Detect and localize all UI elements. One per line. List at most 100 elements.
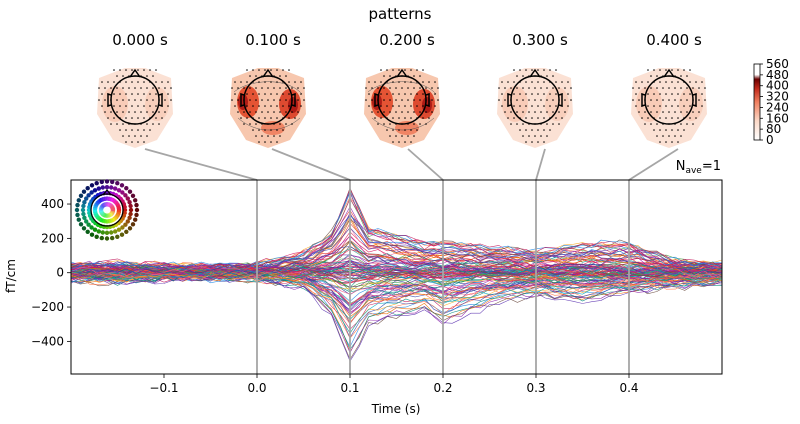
sensor-dot <box>267 99 269 101</box>
sensor-dot <box>701 81 703 83</box>
sensor-dot <box>371 111 373 113</box>
sensor-dot <box>134 135 136 137</box>
sensor-dot <box>680 135 682 137</box>
sensor-dot <box>537 105 539 107</box>
legend-sensor-dot <box>100 185 106 190</box>
sensor-dot <box>677 117 679 119</box>
sensor-dot <box>167 105 169 107</box>
legend-sensor-dot <box>86 193 91 198</box>
sensor-dot <box>558 111 560 113</box>
sensor-dot <box>677 69 679 71</box>
sensor-dot <box>422 81 424 83</box>
sensor-dot <box>692 87 694 89</box>
sensor-dot <box>146 123 148 125</box>
sensor-dot <box>531 105 533 107</box>
legend-head-outline <box>90 193 124 227</box>
x-tick-label: 0.2 <box>433 381 452 395</box>
sensor-dot <box>659 93 661 95</box>
sensor-dot <box>300 81 302 83</box>
colorbar-tick-label: 480 <box>766 68 789 82</box>
legend-sensor-dot <box>75 212 80 218</box>
sensor-dot <box>674 135 676 137</box>
y-tick-label: 400 <box>41 197 64 211</box>
sensor-dot <box>143 105 145 107</box>
sensor-dot <box>389 111 391 113</box>
sensor-dot <box>125 93 127 95</box>
sensor-dot <box>683 105 685 107</box>
legend-sensor-dot <box>130 222 136 227</box>
legend-sensor-dot <box>89 190 94 195</box>
sensor-dot <box>516 87 518 89</box>
sensor-dot <box>504 111 506 113</box>
sensor-dot <box>671 129 673 131</box>
legend-sensor-dot <box>81 189 87 194</box>
legend-sensor-dot <box>100 230 106 235</box>
topomap-hotspot-left <box>636 86 662 122</box>
sensor-dot <box>276 81 278 83</box>
legend-sensor-dot <box>122 204 127 210</box>
sensor-dot <box>264 93 266 95</box>
sensor-dot <box>249 87 251 89</box>
ear-left-outline <box>107 92 112 108</box>
x-axis-ticks: −0.1 0.0 0.1 0.2 0.3 0.4 <box>149 374 639 395</box>
sensor-dot <box>419 123 421 125</box>
channel-trace <box>71 273 722 315</box>
legend-sensor-dot <box>115 234 120 239</box>
sensor-dot <box>276 141 278 143</box>
sensor-dot <box>686 75 688 77</box>
topomap-connector-line <box>628 148 679 181</box>
sensor-dot <box>383 111 385 113</box>
x-tick-label: 0.1 <box>340 381 359 395</box>
topomap-connector-line <box>144 148 258 181</box>
sensor-dot <box>407 99 409 101</box>
sensor-dot <box>416 105 418 107</box>
sensor-dot <box>404 93 406 95</box>
sensor-dot <box>659 105 661 107</box>
sensor-dot <box>131 141 133 143</box>
sensor-dot <box>383 123 385 125</box>
sensor-dot <box>434 81 436 83</box>
legend-sensor-dot <box>84 219 89 224</box>
legend-sensor-dot <box>128 211 133 217</box>
sensor-dot <box>164 99 166 101</box>
sensor-dot <box>428 81 430 83</box>
sensor-dot <box>698 87 700 89</box>
sensor-dot <box>419 99 421 101</box>
sensor-dot <box>170 99 172 101</box>
ear-left-outline <box>641 92 646 108</box>
topomap: 0.400 s <box>631 31 707 148</box>
sensor-dot <box>146 111 148 113</box>
sensor-dot <box>374 105 376 107</box>
sensor-dot <box>149 129 151 131</box>
sensor-dot <box>698 111 700 113</box>
legend-sensor-dot <box>127 189 133 194</box>
sensor-dot <box>294 117 296 119</box>
sensor-dot <box>240 81 242 83</box>
sensor-dot <box>659 129 661 131</box>
colorbar-tick-label: 240 <box>766 100 789 114</box>
sensor-dot <box>398 141 400 143</box>
sensor-dot <box>668 99 670 101</box>
time-markers <box>256 180 630 374</box>
topomap-hotspot-right <box>545 87 569 121</box>
sensor-dot <box>158 111 160 113</box>
y-tick-label: −400 <box>31 334 64 348</box>
sensor-dot <box>297 99 299 101</box>
sensor-dot <box>288 81 290 83</box>
sensor-dot <box>510 111 512 113</box>
sensor-dot <box>513 69 515 71</box>
legend-sensor-dot <box>81 203 86 209</box>
y-axis-ticks: 400 200 0 −200 −400 <box>31 197 71 348</box>
legend-sensor-dot <box>120 190 125 195</box>
sensor-dot <box>504 87 506 89</box>
colorbar-tick-label: 560 <box>766 57 789 71</box>
sensor-dot <box>425 123 427 125</box>
sensor-dot <box>125 117 127 119</box>
legend-sensor-dot <box>134 212 139 218</box>
sensor-dot <box>131 117 133 119</box>
sensor-dot <box>531 81 533 83</box>
sensor-dot <box>398 69 400 71</box>
sensor-dot <box>152 87 154 89</box>
